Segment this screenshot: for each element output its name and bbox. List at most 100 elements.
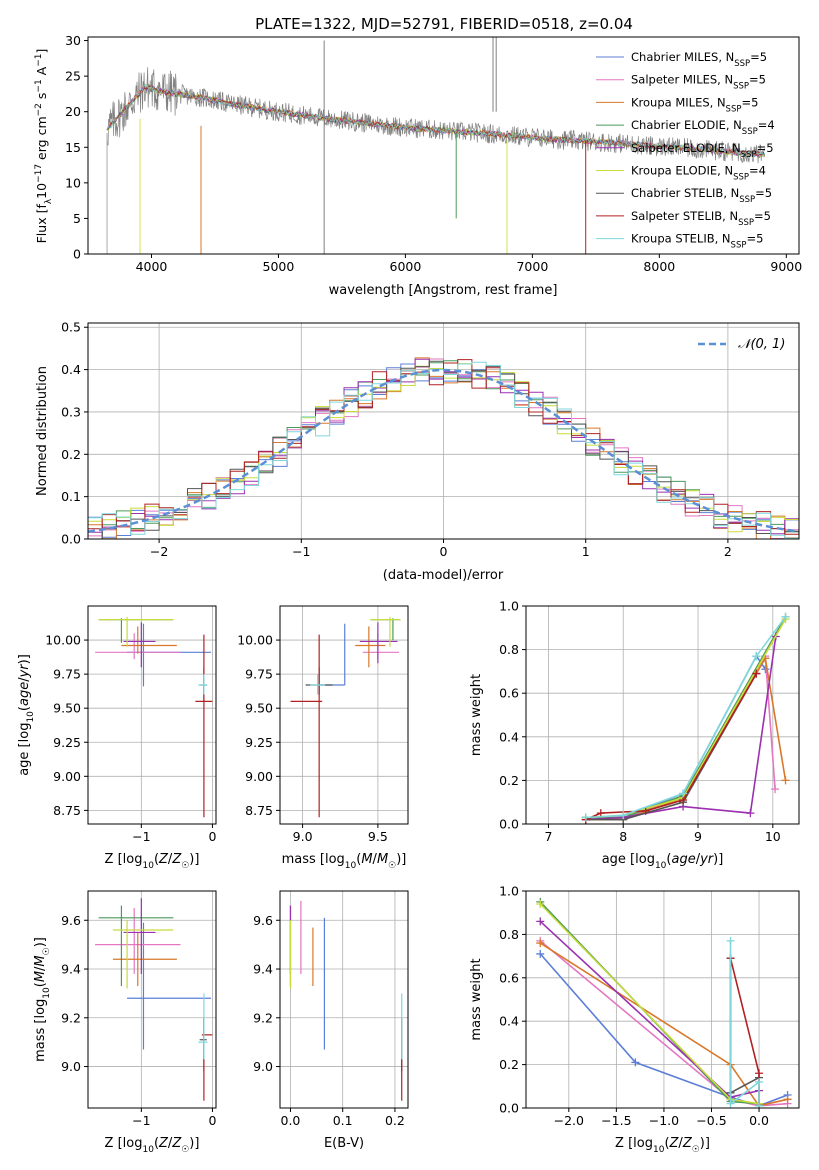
residual-ytick-label: 0.3 (61, 404, 81, 419)
age_vs_Z-ytick-label: 9.00 (53, 769, 81, 784)
mass_vs_Z-xtick-label: −1 (132, 1113, 150, 1128)
weight-marker (781, 776, 790, 785)
spectrum-xlabel: wavelength [Angstrom, rest frame] (329, 283, 558, 298)
legend-label-0: Chabrier MILES, NSSP=5 (631, 50, 767, 69)
weight-line-8 (729, 940, 760, 1106)
weight-marker (783, 1095, 792, 1104)
mass_vs_ebv-ytick-label: 9.6 (253, 913, 273, 928)
legend-label-5: Kroupa ELODIE, NSSP=4 (631, 164, 766, 183)
legend-label-end: =5 (749, 73, 766, 87)
massweight_vs_age-marks (581, 612, 790, 824)
mass_vs_ebv-ytick-label: 9.2 (253, 1010, 273, 1025)
massweight_vs_Z-ytick-label: 0.4 (499, 1014, 519, 1029)
legend-label-end: =5 (741, 95, 758, 109)
weight-line-4 (539, 920, 760, 1099)
mass_vs_Z-marks (95, 898, 213, 1101)
age_vs_Z-ytick-label: 10.00 (45, 633, 81, 648)
age_vs_mass-xlabel: mass [log10(M/M☉)] (282, 852, 407, 871)
massweight_vs_age-frame (525, 605, 800, 825)
age_vs_Z-xtick-label: 0 (208, 829, 216, 844)
mass_vs_Z-frame (87, 890, 217, 1109)
legend-label-sub: SSP (739, 195, 755, 205)
legend-label-sub: SSP (731, 241, 747, 251)
age_vs_Z-ytick-label: 9.75 (53, 667, 81, 682)
massweight_vs_Z-xtick-label: −0.5 (696, 1113, 726, 1128)
weight-marker (746, 809, 755, 818)
mass_vs_Z-ytick-label: 9.2 (61, 1010, 81, 1025)
age_vs_Z-ylabel: age [log10(age/yr)] (17, 654, 36, 776)
legend-label-sub: SSP (733, 82, 749, 92)
age_vs_mass-xtick-label: 9.0 (293, 829, 313, 844)
age_vs_mass-ytick-label: 8.75 (245, 803, 273, 818)
weight-marker (679, 789, 688, 798)
spectrum-xtick-label: 7000 (516, 259, 548, 274)
legend-label-4: Salpeter ELODIE, NSSP=5 (631, 141, 774, 160)
massweight_vs_Z-xtick-label: 0.0 (749, 1113, 769, 1128)
mass_vs_Z-panel: −1 0 9.0 9.2 9.4 9.6 Z [log10(Z/Z☉)] mass [log1… (33, 890, 217, 1155)
spectrum-xtick-label: 6000 (390, 259, 422, 274)
residual-xtick-label: −2 (150, 544, 168, 559)
legend-label-end: =4 (758, 118, 775, 132)
weight-marker (781, 612, 790, 621)
weight-marker (771, 785, 780, 794)
weight-marker (755, 1077, 764, 1086)
mass_vs_ebv-marks (289, 900, 403, 1101)
legend-label-main: Kroupa STELIB, N (631, 232, 731, 246)
weight-marker (536, 917, 545, 926)
residual-plot-area (88, 357, 799, 539)
legend-label-main: Salpeter ELODIE, N (631, 141, 741, 155)
mass_vs_ebv-ytick-label: 9.4 (253, 962, 273, 977)
massweight_vs_age-panel: 7 8 9 10 0.0 0.2 0.4 0.6 0.8 1.0 age [log10(age/yr… (469, 599, 800, 871)
massweight_vs_Z-xtick-label: −2.0 (554, 1113, 584, 1128)
age_vs_mass-xtick-label: 9.5 (368, 829, 388, 844)
legend-label-main: Salpeter MILES, N (631, 73, 733, 87)
age_vs_mass-ytick-label: 9.25 (245, 735, 273, 750)
model-line-8 (106, 83, 766, 159)
massweight_vs_age-ytick-label: 0.6 (499, 686, 519, 701)
spectrum-ylabel: Flux [fλ10−17 erg cm−2 s−1 A−1] (34, 49, 54, 244)
massweight_vs_age-ytick-label: 0.0 (499, 817, 519, 832)
mass_vs_Z-ytick-label: 9.4 (61, 962, 81, 977)
residual-ytick-label: 0.5 (61, 320, 81, 335)
legend-label-sub: SSP (738, 218, 754, 228)
residual-panel: −2 −1 0 1 2 0.0 0.1 0.2 0.3 0.4 0.5 (data-model)/e… (35, 320, 800, 583)
massweight_vs_Z-ytick-label: 0.8 (499, 927, 519, 942)
age_vs_Z-panel: −1 0 8.75 9.00 9.25 9.50 9.75 10.00 Z [log10(Z/Z… (17, 605, 217, 871)
weight-line-7 (729, 958, 760, 1106)
mass_vs_Z-xlabel: Z [log10(Z/Z☉)] (105, 1136, 200, 1155)
massweight_vs_age-xtick-label: 7 (544, 829, 552, 844)
legend-label-6: Chabrier STELIB, NSSP=5 (631, 186, 772, 205)
weight-marker (726, 936, 735, 945)
spectrum-xtick-label: 4000 (136, 259, 168, 274)
legend-label-sub: SSP (741, 150, 757, 160)
spectrum-xtick-label: 8000 (643, 259, 675, 274)
mass_vs_ebv-panel: 0.0 0.1 0.2 9.0 9.2 9.4 9.6 E(B-V) (253, 890, 409, 1151)
age_vs_mass-ytick-label: 9.00 (245, 769, 273, 784)
age_vs_mass-ytick-label: 10.00 (237, 633, 273, 648)
massweight_vs_age-ytick-label: 0.4 (499, 729, 519, 744)
legend-label-end: =5 (755, 186, 772, 200)
residual-xtick-label: −1 (292, 544, 310, 559)
massweight_vs_Z-ytick-label: 0.6 (499, 970, 519, 985)
normal-curve-legend-label: 𝒩(0, 1) (738, 337, 785, 352)
mass_vs_ebv-frame (279, 890, 409, 1109)
residual-ticks: −2 −1 0 1 2 0.0 0.1 0.2 0.3 0.4 0.5 (61, 320, 732, 559)
weight-marker (596, 809, 605, 818)
massweight_vs_Z-xtick-label: −1.5 (601, 1113, 631, 1128)
residual-ytick-label: 0.2 (61, 447, 81, 462)
spectrum-ytick-label: 25 (65, 69, 81, 84)
weight-marker (641, 806, 650, 815)
residual-xtick-label: 2 (724, 544, 732, 559)
legend-label-sub: SSP (726, 104, 742, 114)
residual-ytick-label: 0.1 (61, 489, 81, 504)
massweight_vs_age-xtick-label: 10 (765, 829, 781, 844)
legend-label-end: =5 (746, 232, 763, 246)
age_vs_mass-panel: 9.0 9.5 8.75 9.00 9.25 9.50 9.75 10.00 mass [log… (237, 605, 409, 871)
residual-ytick-label: 0.4 (61, 362, 81, 377)
massweight_vs_age-xlabel: age [log10(age/yr)] (602, 852, 724, 871)
legend-label-end: =5 (757, 141, 774, 155)
spectrum-plot-area (106, 37, 766, 254)
